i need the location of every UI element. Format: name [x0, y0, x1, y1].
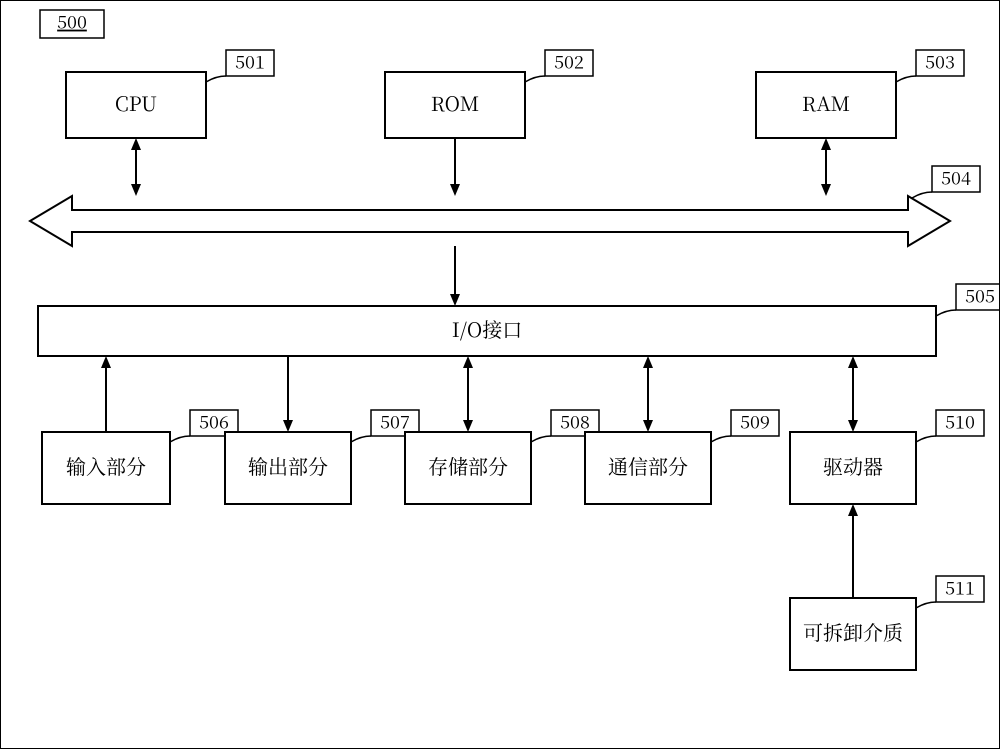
node-label-store: 存储部分 — [428, 451, 508, 480]
ref-number: 504 — [941, 165, 971, 191]
node-label-cpu: CPU — [115, 88, 157, 117]
node-label-remov: 可拆卸介质 — [803, 617, 903, 646]
ref-number: 507 — [380, 409, 410, 435]
ref-number: 510 — [945, 409, 975, 435]
node-label-input: 输入部分 — [66, 451, 146, 480]
ref-number: 503 — [925, 49, 955, 75]
ref-number: 511 — [945, 575, 975, 601]
node-label-output: 输出部分 — [248, 451, 328, 480]
ref-number: 505 — [965, 283, 995, 309]
ref-number: 506 — [199, 409, 229, 435]
node-label-drive: 驱动器 — [823, 451, 883, 480]
node-label-rom: ROM — [431, 88, 479, 117]
diagram-canvas: 500 CPU 501 ROM 502 RAM 503 504 I/O接口 505 输入部分 506 输… — [0, 0, 1000, 749]
node-label-io: I/O接口 — [452, 314, 522, 343]
figure-ref: 500 — [57, 9, 87, 35]
ref-number: 508 — [560, 409, 590, 435]
node-label-ram: RAM — [802, 88, 850, 117]
ref-number: 509 — [740, 409, 770, 435]
ref-number: 502 — [554, 49, 584, 75]
node-label-comm: 通信部分 — [608, 451, 688, 480]
ref-number: 501 — [235, 49, 265, 75]
